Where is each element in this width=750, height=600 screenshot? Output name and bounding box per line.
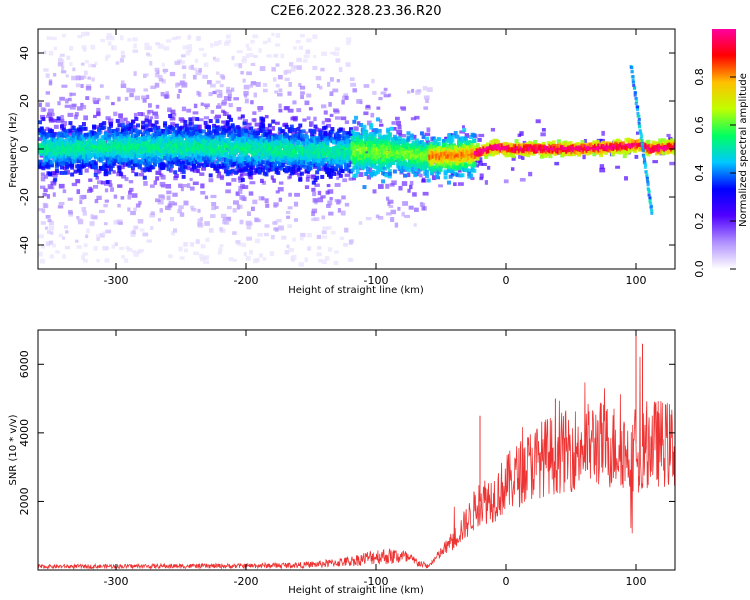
y-tick-label: 2000 xyxy=(18,487,31,515)
y-tick-label: 6000 xyxy=(18,350,31,378)
x-tick-label: -100 xyxy=(364,274,389,287)
spectrogram-plot xyxy=(37,28,676,270)
x-tick-label: -300 xyxy=(104,575,129,588)
y-tick-label: 20 xyxy=(18,94,31,108)
x-tick-label: 0 xyxy=(503,575,510,588)
x-tick-label: -100 xyxy=(364,575,389,588)
snr-axes: -300 -200 -100 0 100 2000 4000 6000 xyxy=(18,330,675,588)
y-tick-label: 0 xyxy=(18,146,31,153)
x-tick-label: 100 xyxy=(626,575,647,588)
x-tick-label: -200 xyxy=(234,575,259,588)
y-tick-label: 40 xyxy=(18,46,31,60)
colorbar-label: Normalized spectral amplitude xyxy=(738,73,749,227)
snr-x-axis-label: Height of straight line (km) xyxy=(288,585,424,596)
colorbar-tick-label: 0.6 xyxy=(693,116,706,134)
snr-area xyxy=(38,330,675,570)
snr-plot xyxy=(37,329,676,571)
spectrogram-image xyxy=(38,29,675,269)
colorbar-gradient xyxy=(712,29,736,269)
snr-y-axis-label: SNR (10 * v/v) xyxy=(8,414,19,485)
y-tick-label: 4000 xyxy=(18,419,31,447)
snr-frame xyxy=(37,329,676,571)
spectrogram-x-axis-label: Height of straight line (km) xyxy=(288,285,424,296)
x-tick-label: 0 xyxy=(503,274,510,287)
colorbar-tick-label: 0.2 xyxy=(693,212,706,230)
chart-title: C2E6.2022.328.23.36.R20 xyxy=(270,4,441,19)
snr-series-line xyxy=(38,356,675,570)
colorbar-tick-label: 0.8 xyxy=(693,68,706,86)
colorbar-tick-label: 0.4 xyxy=(693,164,706,182)
x-tick-label: -200 xyxy=(234,274,259,287)
colorbar-tick-label: 0.0 xyxy=(693,260,706,278)
spectrogram-y-axis-label: Frequency (Hz) xyxy=(8,112,19,188)
x-tick-label: 100 xyxy=(626,274,647,287)
y-tick-label: -20 xyxy=(18,188,31,206)
x-tick-label: -300 xyxy=(104,274,129,287)
y-tick-label: -40 xyxy=(18,236,31,254)
colorbar: 0.0 0.2 0.4 0.6 0.8 xyxy=(693,29,736,278)
